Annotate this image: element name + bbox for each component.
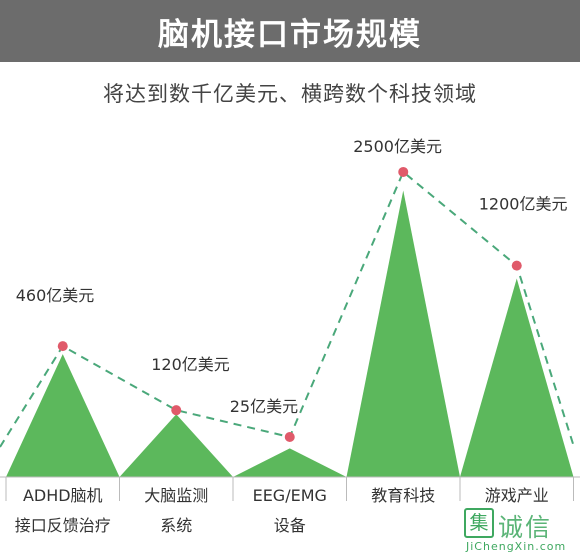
data-label-1: 120亿美元 <box>151 355 230 374</box>
category-label-2-0: EEG/EMG <box>253 486 327 505</box>
data-marker-2 <box>284 432 295 442</box>
category-label-1-0: 大脑监测 <box>144 486 208 505</box>
category-label-0-1: 接口反馈治疗 <box>15 516 111 535</box>
label-layer: 460亿美元 120亿美元 25亿美元 2500亿美元 1200亿美元 ADHD脑机接口反… <box>15 137 568 535</box>
chart-subtitle: 将达到数千亿美元、横跨数个科技领域 <box>103 82 477 106</box>
baseline-layer <box>0 476 580 501</box>
peak-2 <box>233 448 347 477</box>
watermark-text: 诚信 <box>498 513 553 542</box>
data-marker-3 <box>398 166 409 177</box>
category-label-4-0: 游戏产业 <box>485 486 549 505</box>
category-label-0-0: ADHD脑机 <box>23 486 103 505</box>
data-label-2: 25亿美元 <box>230 397 298 416</box>
peak-3 <box>346 190 460 477</box>
data-label-0: 460亿美元 <box>16 286 95 305</box>
category-label-2-1: 设备 <box>274 516 306 535</box>
peak-1 <box>119 414 233 477</box>
data-label-4: 1200亿美元 <box>479 195 568 214</box>
peak-4 <box>460 278 574 477</box>
watermark-logo-icon: 集 <box>464 508 494 538</box>
marker-layer <box>57 166 522 442</box>
data-marker-0 <box>57 341 68 352</box>
category-label-1-1: 系统 <box>160 516 192 535</box>
category-label-3-0: 教育科技 <box>371 486 435 505</box>
watermark-url: JiChengXin.com <box>466 540 567 553</box>
peak-0 <box>6 354 120 477</box>
data-label-3: 2500亿美元 <box>353 137 442 156</box>
peak-layer <box>6 190 574 477</box>
page-title: 脑机接口市场规模 <box>158 16 422 53</box>
watermark: 集 诚信 JiChengXin.com <box>462 508 578 558</box>
data-marker-4 <box>511 260 522 271</box>
data-marker-1 <box>171 405 182 416</box>
title-banner: 脑机接口市场规模 <box>0 0 580 62</box>
